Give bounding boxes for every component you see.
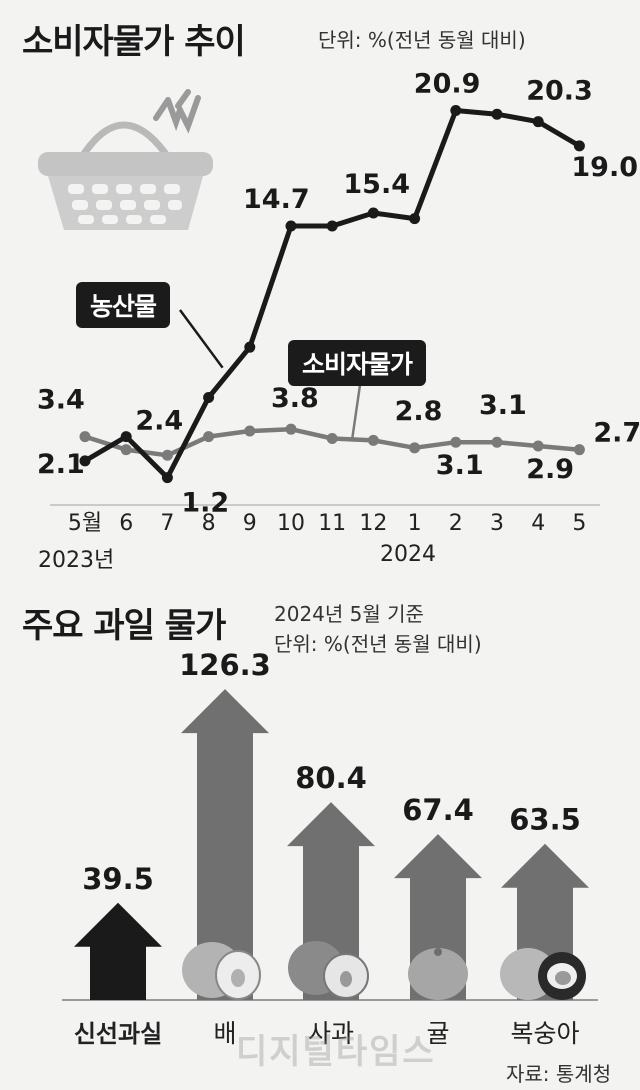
data-point (120, 431, 132, 443)
data-point (409, 213, 421, 225)
data-label: 3.8 (271, 383, 319, 414)
data-point (326, 220, 338, 232)
bar-chart-unit: 단위: %(전년 동월 대비) (274, 632, 482, 656)
data-label: 20.9 (414, 69, 481, 100)
data-point (244, 341, 256, 353)
x-tick-label: 5 (572, 511, 586, 536)
apple-icon (288, 941, 369, 999)
data-point (161, 449, 173, 461)
bar-category-label: 신선과실 (74, 1020, 162, 1048)
data-label: 2.1 (37, 449, 85, 480)
data-point (409, 442, 421, 454)
x-tick-label: 8 (202, 511, 216, 536)
data-point (285, 423, 297, 435)
data-label: 3.1 (479, 390, 527, 421)
bar-chart-basis: 2024년 5월 기준 (274, 602, 424, 626)
data-label: 14.7 (243, 184, 310, 215)
x-tick-label: 5월 (68, 511, 102, 536)
data-point (491, 436, 503, 448)
series-tag-agri: 농산물 (76, 282, 171, 328)
x-tick-label: 6 (119, 511, 133, 536)
x-tick-label: 10 (277, 511, 305, 536)
bar-value-label: 63.5 (509, 803, 581, 837)
tag-pointer-cpi (350, 384, 362, 441)
line-chart-title: 소비자물가 추이 (22, 22, 246, 62)
data-label: 1.2 (181, 488, 229, 519)
data-point (285, 220, 297, 232)
data-point (532, 440, 544, 452)
x-tick-label: 7 (160, 511, 174, 536)
x-tick-label: 9 (243, 511, 257, 536)
pear-icon (182, 942, 261, 1000)
data-label: 19.0 (571, 152, 638, 183)
data-point (532, 116, 544, 128)
data-point (450, 105, 462, 116)
bar-chart: 39.5 신선과실 126.3 배 80.4 사과 67.4 귤 63.5 복숭아 (62, 648, 598, 1048)
shopping-basket-icon (38, 89, 213, 230)
x-tick-label: 4 (531, 511, 545, 536)
data-point (120, 444, 132, 456)
data-label: 15.4 (343, 169, 410, 200)
mandarin-icon (408, 948, 468, 1000)
data-point (326, 433, 338, 444)
data-point (79, 431, 91, 443)
bar-value-label: 126.3 (179, 648, 271, 682)
data-label: 2.7 (593, 418, 640, 449)
bar-category-label: 사과 (308, 1019, 354, 1048)
year-label-2024: 2024 (380, 542, 436, 567)
data-label: 2.4 (135, 405, 183, 436)
x-tick-label: 2 (449, 511, 463, 536)
line-chart: 3.4 2.4 3.8 2.8 3.1 3.1 2.9 2.7 2.1 14.7 15.4 20.9 2… (37, 69, 640, 537)
year-label-2023: 2023년 (38, 548, 115, 573)
bar-chart-title: 주요 과일 물가 (22, 606, 226, 646)
bar-value-label: 80.4 (295, 761, 367, 795)
tag-pointer-agri (178, 309, 224, 369)
data-point (491, 108, 503, 120)
bar-category-label: 배 (213, 1019, 236, 1048)
data-point (244, 425, 256, 437)
bar-category-label: 복숭아 (510, 1019, 579, 1048)
data-point (161, 472, 173, 484)
data-point (367, 434, 379, 446)
bar-value-label: 67.4 (402, 793, 474, 827)
x-tick-label: 1 (408, 511, 422, 536)
data-label: 20.3 (526, 76, 593, 107)
data-point (367, 207, 379, 219)
x-tick-label: 3 (490, 511, 504, 536)
data-label: 3.4 (37, 385, 85, 416)
bar-category-label: 귤 (426, 1019, 449, 1048)
bar-arrow (181, 689, 269, 1000)
data-label: 2.8 (395, 396, 443, 427)
bar-value-label: 39.5 (82, 862, 154, 896)
line-chart-unit: 단위: %(전년 동월 대비) (318, 28, 526, 52)
data-point (450, 436, 462, 448)
data-point (79, 455, 91, 467)
data-point (203, 431, 215, 443)
data-point (573, 140, 585, 152)
watermark: 디지털타임스 (236, 1032, 436, 1072)
series-tag-cpi: 소비자물가 (288, 340, 427, 386)
source-note: 자료: 통계청 (506, 1062, 612, 1086)
x-tick-label: 12 (359, 511, 387, 536)
x-tick-label: 11 (318, 511, 346, 536)
data-point (573, 444, 585, 456)
peach-icon (500, 948, 586, 1000)
bar-arrow (74, 902, 162, 1000)
data-label: 2.9 (526, 454, 574, 485)
data-point (203, 392, 215, 403)
data-label: 3.1 (436, 450, 484, 481)
